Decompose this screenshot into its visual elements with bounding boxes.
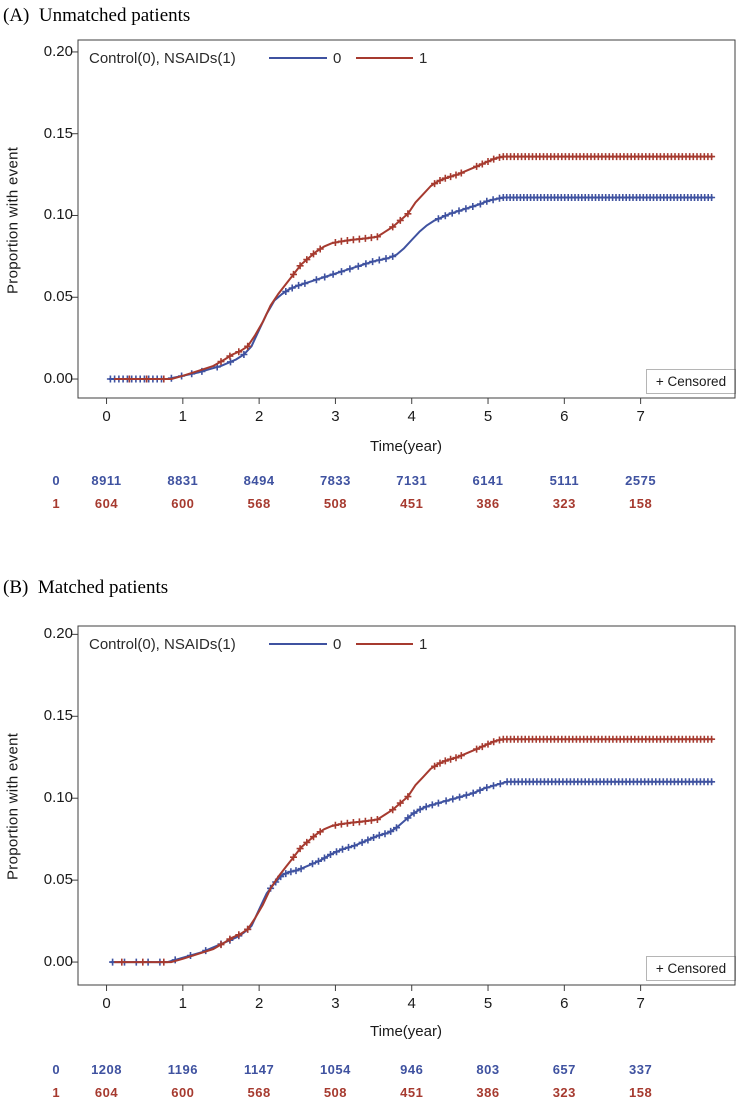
y-tick-label: 0.10 [43, 789, 73, 807]
y-tick-label: 0.05 [43, 871, 73, 889]
at-risk-value: 604 [94, 496, 119, 511]
y-tick-label: 0.00 [43, 953, 73, 971]
censor-marks-control [106, 194, 716, 383]
at-risk-value: 508 [323, 496, 348, 511]
at-risk-value: 8831 [167, 473, 199, 488]
curve-control [110, 780, 714, 964]
at-risk-value: 451 [400, 1085, 424, 1098]
at-risk-value: 451 [400, 496, 424, 511]
at-risk-row-label: 0 [52, 473, 60, 488]
at-risk-value: 386 [476, 1085, 500, 1098]
censor-marks-nsaids [118, 735, 716, 966]
panel-b-legend-item-0: 0 [333, 636, 342, 653]
at-risk-value: 8911 [91, 473, 122, 488]
at-risk-value: 946 [400, 1062, 424, 1077]
y-tick-label: 0.15 [43, 707, 73, 725]
panel-a-title: (A) Unmatched patients [3, 5, 191, 26]
curve-nsaids [114, 738, 714, 964]
x-tick-label: 0 [102, 995, 111, 1012]
censor-marks-nsaids [125, 153, 716, 383]
y-tick-label: 0.20 [43, 42, 73, 60]
at-risk-value: 600 [171, 496, 195, 511]
x-tick-label: 1 [178, 408, 187, 425]
y-tick-label: 0.15 [43, 124, 73, 142]
x-tick-label: 5 [483, 408, 493, 425]
panel-a-xlabel: Time(year) [370, 438, 442, 455]
x-tick-label: 6 [560, 995, 569, 1012]
x-tick-label: 6 [560, 408, 569, 425]
y-tick-label: 0.10 [43, 206, 73, 224]
panel-a-legend-item-0: 0 [333, 50, 342, 67]
x-tick-label: 4 [407, 408, 416, 425]
at-risk-value: 6141 [472, 473, 504, 488]
censor-marks-control [109, 778, 716, 966]
x-tick-label: 3 [331, 995, 340, 1012]
x-tick-label: 2 [254, 408, 264, 425]
at-risk-value: 7131 [396, 473, 428, 488]
at-risk-value: 1208 [91, 1062, 122, 1077]
at-risk-value: 2575 [625, 473, 657, 488]
at-risk-value: 568 [247, 496, 271, 511]
curve-control [108, 196, 714, 380]
panel-b-title: (B) Matched patients [3, 577, 169, 598]
x-tick-label: 4 [407, 995, 416, 1012]
curve-nsaids [114, 155, 714, 380]
at-risk-value: 508 [323, 1085, 348, 1098]
x-tick-label: 2 [254, 995, 264, 1012]
at-risk-row-label: 1 [52, 1085, 60, 1098]
at-risk-value: 604 [94, 1085, 119, 1098]
panel-a-censored-box: + Censored [646, 369, 736, 394]
x-tick-label: 5 [483, 995, 493, 1012]
at-risk-value: 1147 [244, 1062, 275, 1077]
at-risk-value: 7833 [319, 473, 351, 488]
plot-frame-1 [77, 625, 736, 986]
at-risk-value: 5111 [549, 473, 580, 488]
x-tick-label: 1 [178, 995, 187, 1012]
panel-b-legend-title: Control(0), NSAIDs(1) [89, 636, 236, 653]
at-risk-value: 600 [171, 1085, 195, 1098]
x-tick-label: 7 [636, 408, 645, 425]
panel-b-legend-item-1: 1 [419, 636, 428, 653]
at-risk-value: 158 [629, 1085, 653, 1098]
x-tick-label: 0 [102, 408, 111, 425]
panel-a-legend-item-1: 1 [419, 50, 428, 67]
at-risk-value: 337 [629, 1062, 653, 1077]
at-risk-value: 323 [552, 1085, 576, 1098]
at-risk-value: 323 [552, 496, 576, 511]
plot-frame-0 [77, 39, 736, 399]
at-risk-value: 657 [552, 1062, 576, 1077]
x-tick-label: 7 [636, 995, 645, 1012]
panel-a-legend-title: Control(0), NSAIDs(1) [89, 50, 236, 67]
at-risk-value: 1196 [167, 1062, 198, 1077]
y-tick-label: 0.20 [43, 625, 73, 643]
y-tick-label: 0.00 [43, 370, 73, 388]
at-risk-row-label: 1 [52, 496, 60, 511]
x-tick-label: 3 [331, 408, 340, 425]
at-risk-value: 386 [476, 496, 500, 511]
at-risk-value: 158 [629, 496, 653, 511]
y-tick-label: 0.05 [43, 288, 73, 306]
at-risk-value: 8494 [243, 473, 275, 488]
at-risk-value: 803 [476, 1062, 500, 1077]
panel-b-xlabel: Time(year) [370, 1023, 442, 1040]
at-risk-value: 1054 [319, 1062, 351, 1077]
at-risk-row-label: 0 [52, 1062, 60, 1077]
panel-b-censored-box: + Censored [646, 956, 736, 981]
at-risk-value: 568 [247, 1085, 271, 1098]
